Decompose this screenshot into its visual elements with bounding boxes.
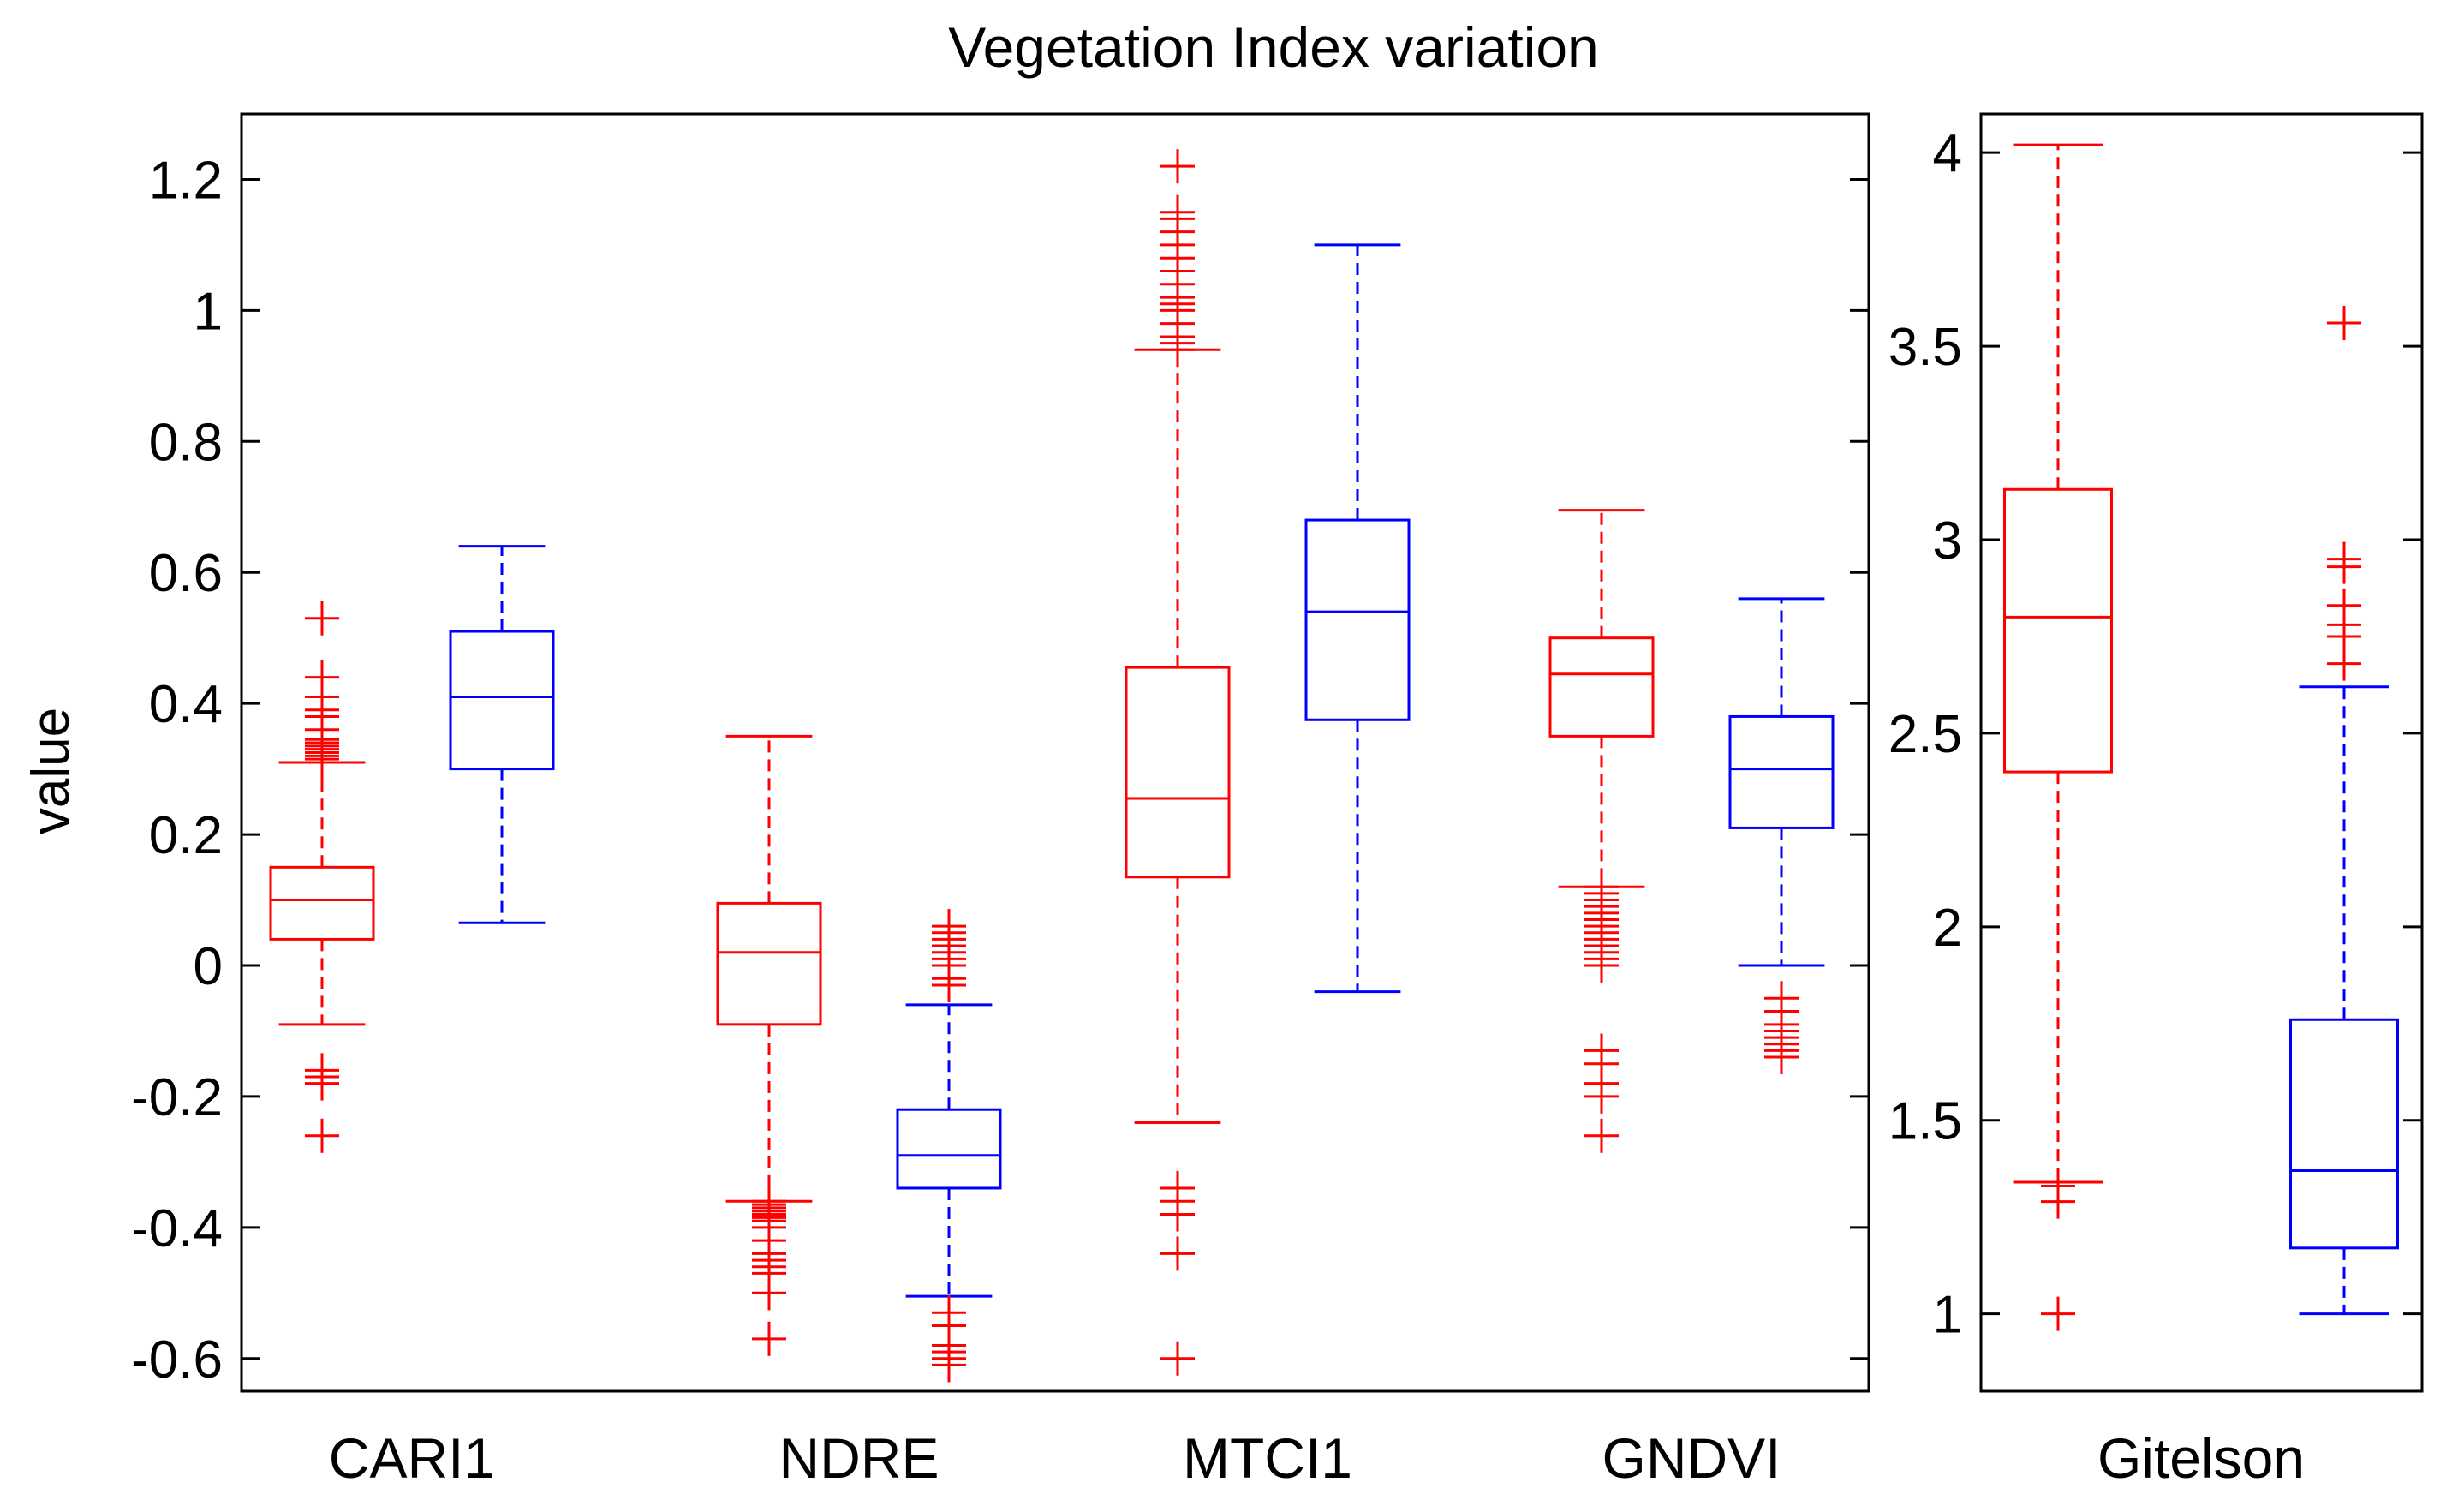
y-tick-label: -0.2 (131, 1068, 223, 1127)
outlier-marker (1160, 1197, 1195, 1232)
box-blue (449, 545, 555, 924)
outlier-marker (1160, 194, 1195, 230)
outlier-marker (1160, 149, 1195, 184)
box-red (1548, 509, 1655, 1153)
iqr-box (1304, 518, 1411, 721)
outlier-marker (305, 601, 339, 636)
iqr-box (896, 1108, 1002, 1190)
y-tick-label: 1 (1933, 1286, 1962, 1345)
x-tick-label: Gitelson (2097, 1426, 2305, 1490)
iqr-box (716, 901, 822, 1026)
iqr-box (449, 630, 555, 771)
outlier-marker (1160, 1341, 1195, 1376)
outlier-marker (1584, 1118, 1619, 1153)
iqr-box (2003, 487, 2113, 774)
y-tick-label: 1 (194, 282, 223, 341)
y-tick-label: 1.2 (149, 151, 223, 210)
outlier-marker (1160, 1236, 1195, 1271)
y-tick-label: 2.5 (1888, 705, 1962, 764)
box-blue (896, 909, 1002, 1383)
outlier-marker (2327, 588, 2361, 623)
y-tick-label: 1.5 (1888, 1092, 1962, 1151)
box-red (1125, 149, 1231, 1376)
panel-0: -0.6 -0.4 -0.2 0 0.2 0.4 0.6 0.8 1 1.2 CARI1 NDRE MT… (131, 112, 1870, 1490)
outlier-marker (752, 1276, 786, 1311)
category-mtci1: MTCI1 (1125, 149, 1411, 1490)
outlier-marker (1584, 948, 1619, 983)
outlier-marker (1764, 1040, 1799, 1075)
y-tick-label: 3 (1933, 511, 1962, 571)
outlier-marker (752, 1321, 786, 1356)
outlier-marker (932, 909, 966, 944)
iqr-box (1548, 636, 1655, 738)
outlier-marker (2041, 1296, 2075, 1331)
y-axis-label: value (21, 708, 81, 834)
category-gitelson: Gitelson (2003, 143, 2399, 1490)
y-tick-label: 0.4 (149, 675, 223, 734)
x-tick-label: NDRE (779, 1426, 939, 1490)
y-tick-label: -0.6 (131, 1330, 223, 1389)
outlier-marker (2327, 541, 2361, 577)
outlier-marker (305, 660, 339, 695)
x-tick-label: GNDVI (1602, 1426, 1781, 1490)
category-gndvi: GNDVI (1548, 509, 1835, 1490)
plot-frame (240, 112, 1870, 1393)
y-tick-label: 2 (1933, 899, 1962, 958)
outlier-marker (2041, 1184, 2075, 1219)
iqr-box (2289, 1018, 2399, 1250)
y-tick-label: 0 (194, 937, 223, 996)
box-red (269, 601, 375, 1153)
outlier-marker (2327, 305, 2361, 340)
box-blue (1728, 597, 1835, 1075)
box-blue (2289, 305, 2399, 1316)
box-blue (1304, 243, 1411, 994)
outlier-marker (932, 1348, 966, 1383)
y-tick-label: -0.4 (131, 1199, 223, 1258)
x-tick-label: CARI1 (329, 1426, 495, 1490)
chart-title: Vegetation Index variation (948, 15, 1599, 79)
outlier-marker (305, 1118, 339, 1153)
iqr-box (1125, 666, 1231, 879)
panel-1: 1 1.5 2 2.5 3 3.5 4 Gitelson (1888, 112, 2424, 1490)
box-red (2003, 143, 2113, 1331)
category-ndre: NDRE (716, 734, 1002, 1490)
iqr-box (269, 865, 375, 941)
panels-layer: -0.6 -0.4 -0.2 0 0.2 0.4 0.6 0.8 1 1.2 CARI1 NDRE MT… (131, 112, 2424, 1490)
y-tick-label: 3.5 (1888, 318, 1962, 377)
plot-frame (1979, 112, 2424, 1393)
y-tick-label: 0.2 (149, 806, 223, 865)
y-tick-label: 0.6 (149, 544, 223, 603)
y-tick-label: 4 (1933, 124, 1962, 183)
outlier-marker (305, 1066, 339, 1101)
outlier-marker (1584, 1079, 1619, 1114)
y-tick-label: 0.8 (149, 413, 223, 472)
x-tick-label: MTCI1 (1183, 1426, 1352, 1490)
box-red (716, 734, 822, 1356)
category-cari1: CARI1 (269, 545, 555, 1490)
iqr-box (1728, 714, 1835, 829)
